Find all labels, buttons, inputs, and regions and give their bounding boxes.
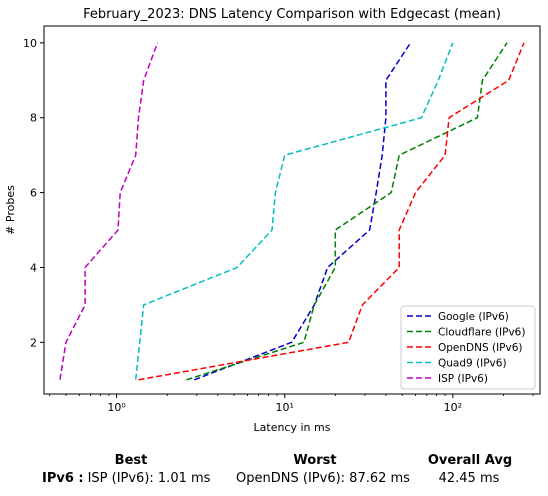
summary-worst-header: Worst	[293, 453, 337, 468]
y-tick-label-3: 8	[30, 112, 37, 125]
legend-label-1: Cloudflare (IPv6)	[438, 327, 525, 339]
series-line-0	[194, 42, 412, 381]
y-tick-label-0: 2	[30, 336, 37, 349]
summary-worst-value: OpenDNS (IPv6): 87.62 ms	[236, 471, 410, 486]
series-layer	[59, 42, 525, 381]
x-axis: 10⁰ 10¹ 10²	[49, 394, 534, 414]
series-line-2	[138, 42, 525, 381]
x-tick-label-1: 10¹	[275, 401, 293, 414]
summary-avg-header: Overall Avg	[427, 453, 513, 468]
legend: Google (IPv6) Cloudflare (IPv6) OpenDNS (I…	[400, 305, 536, 390]
legend-label-3: Quad9 (IPv6)	[438, 358, 507, 370]
plot-frame	[43, 25, 541, 395]
legend-box	[400, 305, 536, 390]
series-line-4	[59, 42, 159, 380]
x-tick-label-2: 10²	[444, 401, 462, 414]
x-axis-label: Latency in ms	[254, 421, 331, 434]
y-axis: 2 4 6 8 10	[23, 37, 44, 349]
x-tick-label-0: 10⁰	[107, 401, 126, 414]
summary-best-header: Best	[114, 453, 148, 468]
chart-title: February_2023: DNS Latency Comparison wi…	[83, 7, 501, 22]
latency-chart: February_2023: DNS Latency Comparison wi…	[4, 7, 541, 434]
legend-label-2: OpenDNS (IPv6)	[438, 342, 523, 354]
y-tick-label-1: 4	[30, 261, 37, 274]
legend-label-0: Google (IPv6)	[438, 311, 509, 323]
legend-label-4: ISP (IPv6)	[438, 373, 488, 385]
series-line-3	[134, 42, 454, 380]
y-tick-label-4: 10	[23, 37, 37, 50]
summary-row-label: IPv6 :	[42, 471, 84, 486]
summary-avg-value: 42.45 ms	[438, 471, 500, 486]
summary-best-value: ISP (IPv6): 1.01 ms	[87, 471, 211, 486]
y-tick-label-2: 6	[30, 187, 37, 200]
summary-panel: Best Worst Overall Avg IPv6 : ISP (IPv6)…	[0, 448, 548, 496]
y-axis-label: # Probes	[4, 185, 17, 235]
